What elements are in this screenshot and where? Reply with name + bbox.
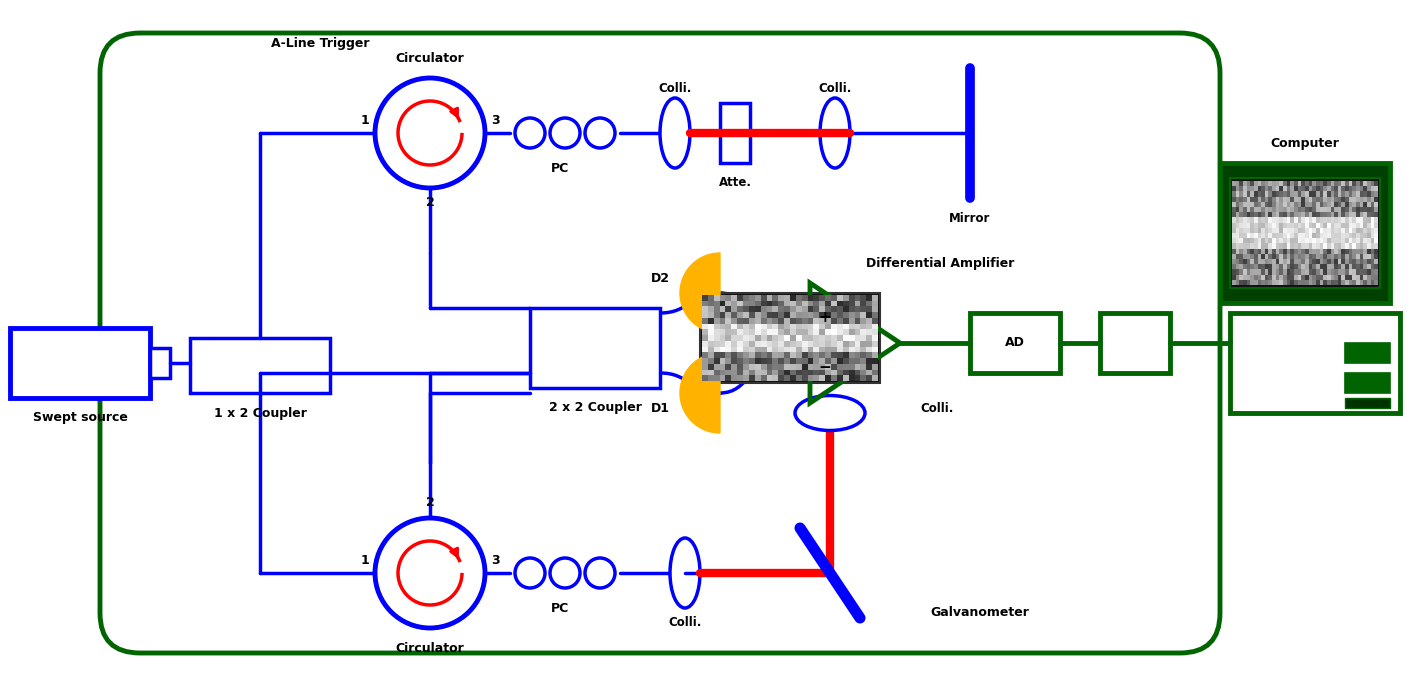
Text: 1 x 2 Coupler: 1 x 2 Coupler	[213, 406, 306, 419]
Text: Colli.: Colli.	[659, 81, 691, 94]
Text: 1: 1	[361, 115, 370, 128]
Circle shape	[375, 78, 485, 188]
Text: PC: PC	[550, 602, 569, 615]
Text: Mirror: Mirror	[950, 212, 991, 225]
Text: Swept source: Swept source	[32, 411, 127, 425]
Text: Colli.: Colli.	[920, 402, 954, 415]
Text: Circulator: Circulator	[395, 641, 464, 654]
Circle shape	[550, 558, 580, 588]
Text: 2: 2	[426, 197, 435, 210]
Bar	[150, 348, 169, 378]
Bar	[1345, 398, 1390, 408]
Bar	[10, 328, 150, 398]
Bar	[1345, 373, 1390, 393]
Text: 3: 3	[491, 115, 499, 128]
Text: Colli.: Colli.	[818, 81, 852, 94]
Text: Circulator: Circulator	[395, 51, 464, 64]
Circle shape	[550, 118, 580, 148]
Circle shape	[586, 118, 615, 148]
Text: 3: 3	[491, 555, 499, 568]
Text: +: +	[818, 311, 831, 326]
Ellipse shape	[794, 395, 865, 430]
Text: Computer: Computer	[1270, 137, 1339, 150]
Ellipse shape	[660, 98, 690, 168]
Text: Colli.: Colli.	[669, 617, 701, 630]
Text: D1: D1	[650, 402, 669, 415]
Bar	[969, 313, 1060, 373]
Bar	[1230, 178, 1380, 288]
Circle shape	[515, 118, 545, 148]
Text: Atte.: Atte.	[718, 176, 752, 189]
Bar	[1221, 163, 1390, 303]
Bar	[1345, 343, 1390, 363]
Text: A-Line Trigger: A-Line Trigger	[271, 36, 370, 49]
Text: Galvanometer: Galvanometer	[930, 607, 1029, 619]
Circle shape	[515, 558, 545, 588]
Bar	[190, 338, 330, 393]
Text: 1: 1	[361, 555, 370, 568]
Bar	[531, 308, 660, 388]
Text: −: −	[818, 361, 831, 376]
Circle shape	[375, 518, 485, 628]
Text: Differential Amplifier: Differential Amplifier	[866, 257, 1015, 270]
Wedge shape	[680, 253, 720, 333]
Bar	[700, 293, 880, 383]
Text: 2 x 2 Coupler: 2 x 2 Coupler	[549, 402, 642, 415]
Text: 2: 2	[426, 497, 435, 510]
Bar	[1101, 313, 1170, 373]
Text: PC: PC	[550, 161, 569, 174]
Wedge shape	[680, 353, 720, 433]
Circle shape	[586, 558, 615, 588]
Ellipse shape	[670, 538, 700, 608]
Ellipse shape	[820, 98, 849, 168]
FancyBboxPatch shape	[100, 33, 1221, 653]
Text: D2: D2	[650, 272, 669, 285]
Text: AD: AD	[1005, 337, 1024, 350]
Bar	[1230, 313, 1400, 413]
Bar	[720, 103, 751, 163]
